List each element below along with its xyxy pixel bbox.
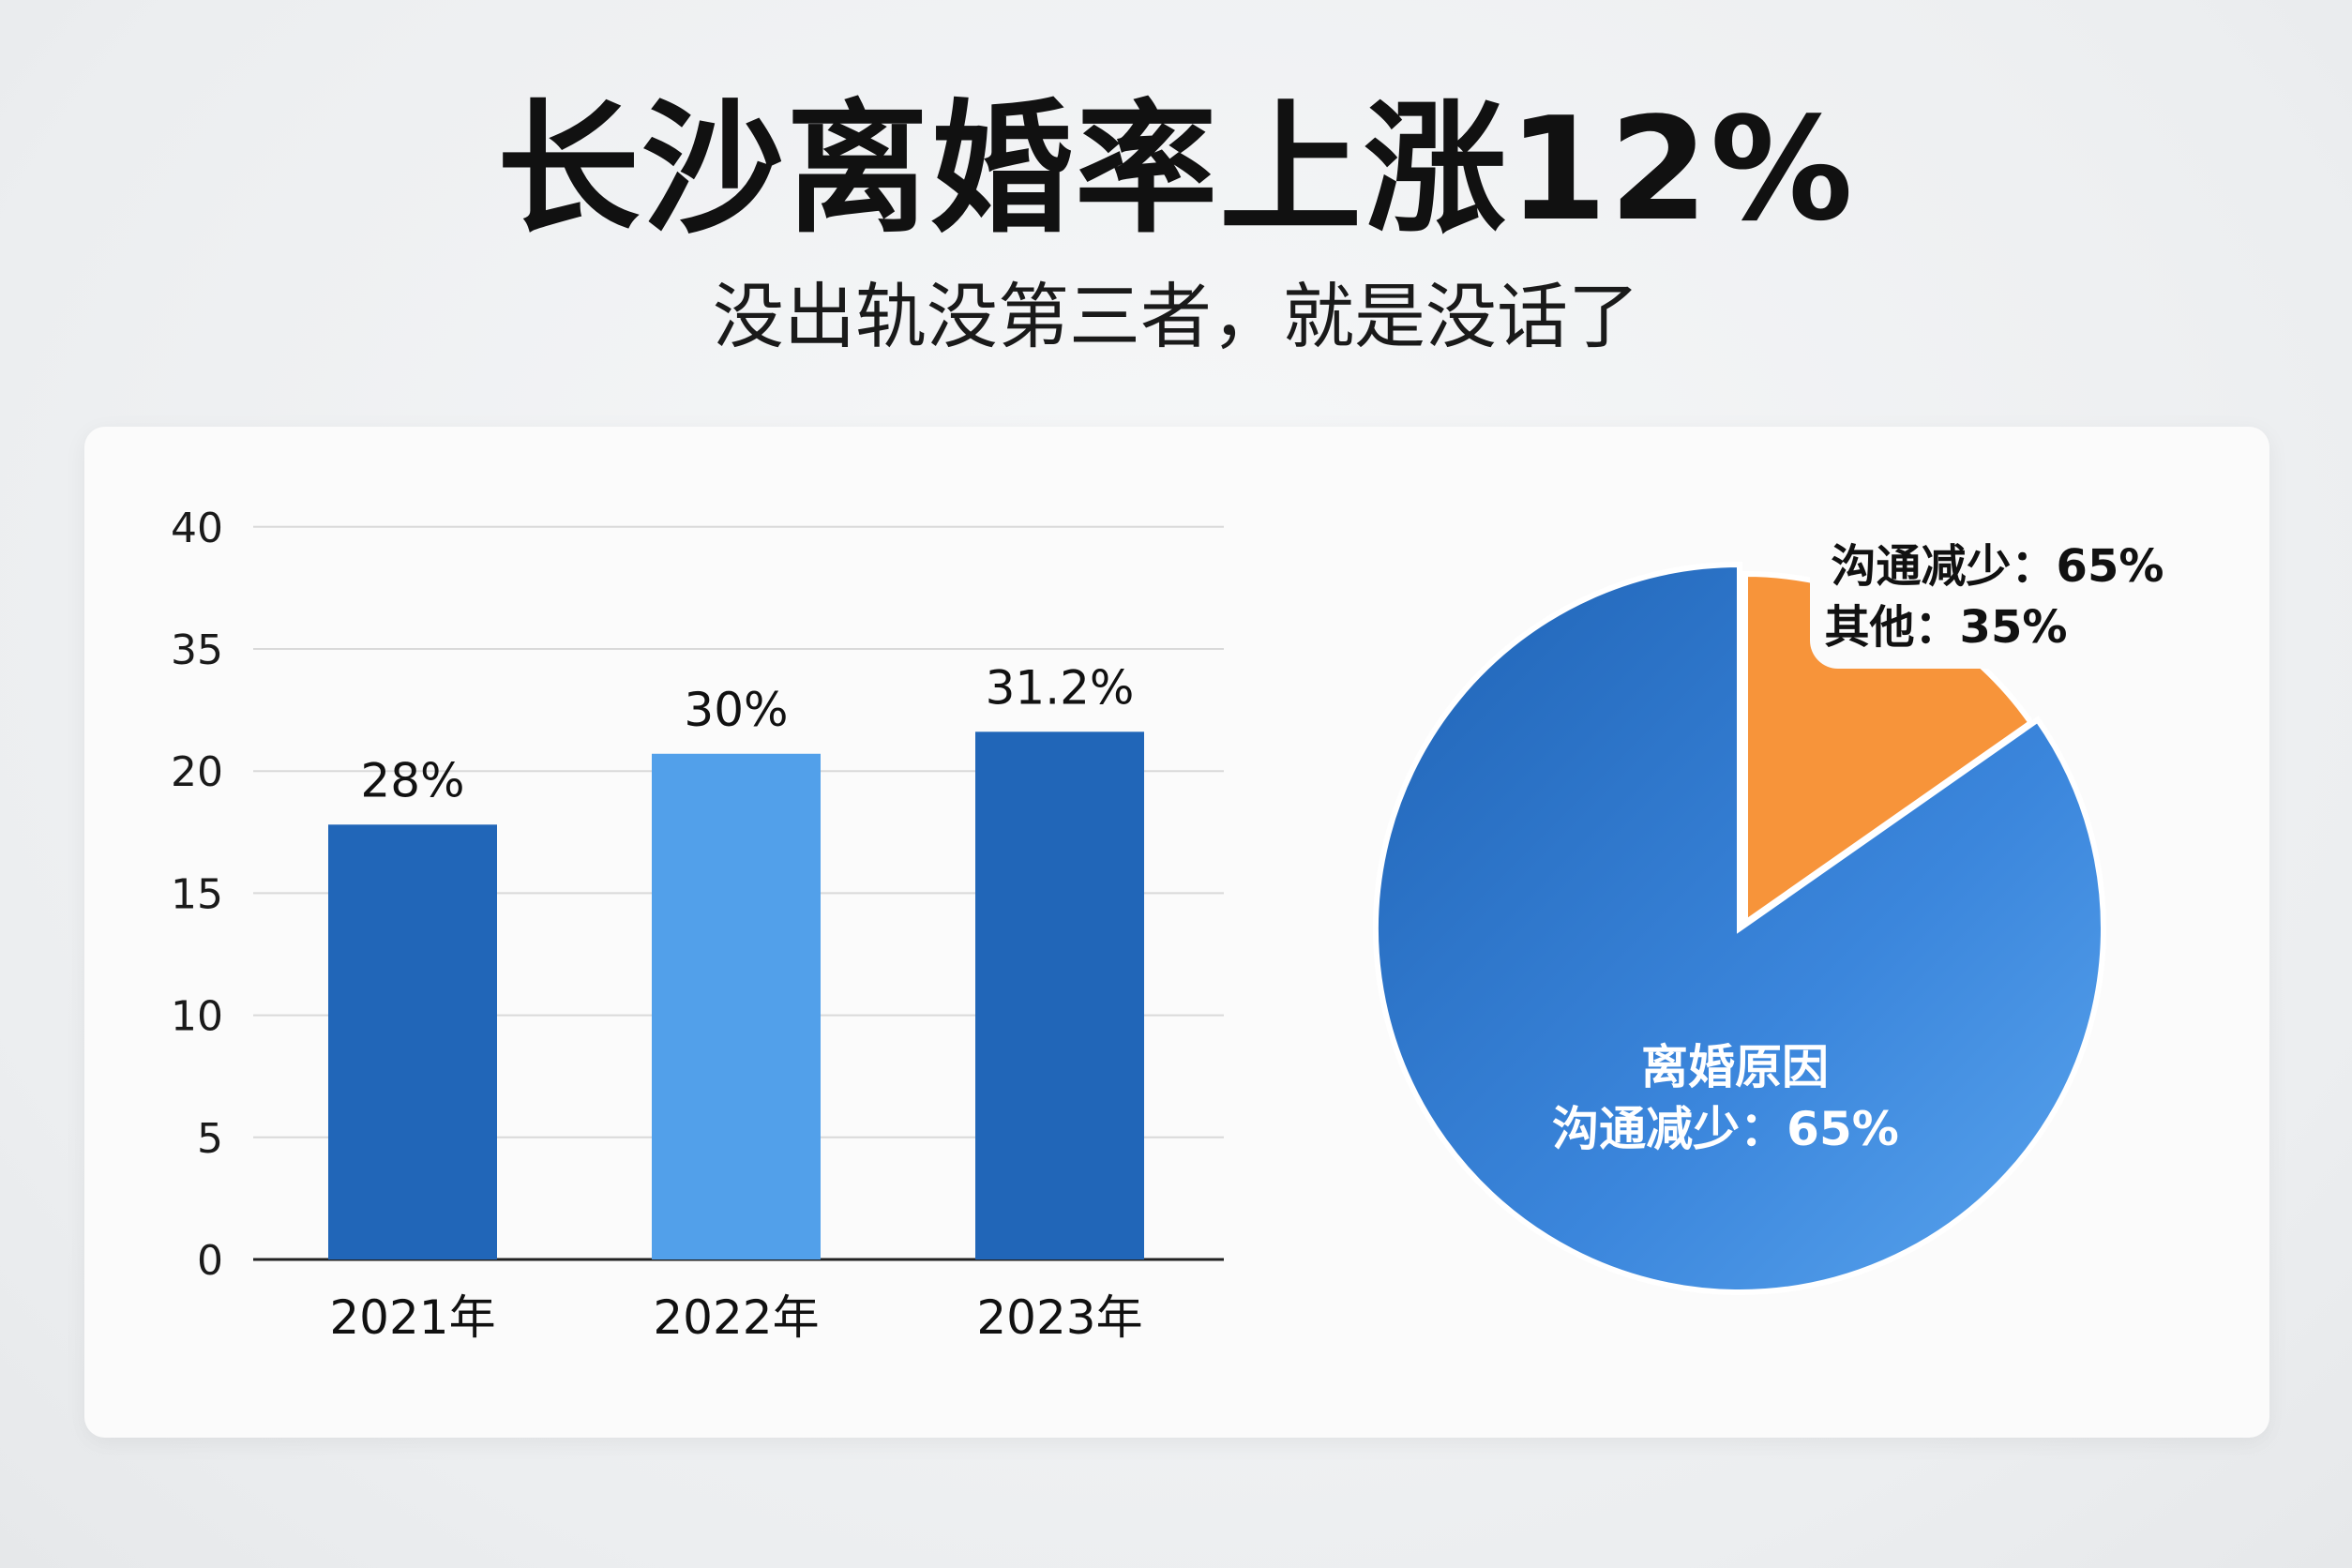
y-tick-label: 5: [197, 1115, 223, 1163]
y-tick-label: 40: [171, 505, 223, 552]
bar-value-label: 30%: [684, 683, 788, 737]
x-category-label: 2022年: [653, 1290, 819, 1345]
y-tick-label: 20: [171, 748, 223, 796]
x-category-label: 2023年: [976, 1290, 1142, 1345]
x-category-label: 2021年: [329, 1290, 495, 1345]
bar-2: [652, 753, 821, 1259]
y-tick-label: 15: [171, 870, 223, 918]
pie-legend-line: 其他：35%: [1825, 601, 2068, 654]
y-tick-label: 10: [171, 993, 223, 1041]
bar-3: [975, 731, 1144, 1259]
pie-legend-box: [1810, 528, 2204, 669]
bar-value-label: 28%: [360, 753, 464, 807]
bar-chart: 0 5 10 15 20 35 40 28% 2021年 30% 2022年 31.2% 2023年: [171, 505, 1224, 1345]
y-tick-label: 0: [197, 1237, 223, 1285]
page-title: 长沙离婚率上涨12%: [497, 86, 1855, 252]
bar-value-label: 31.2%: [986, 660, 1135, 715]
pie-inner-label-line: 离婚原因: [1641, 1040, 1829, 1094]
bar-1: [328, 824, 497, 1259]
y-tick-label: 35: [171, 626, 223, 674]
pie-legend-line: 沟通减少：65%: [1832, 540, 2164, 593]
charts-svg: 0 5 10 15 20 35 40 28% 2021年 30% 2022年 31.2% 2023年 沟…: [171, 505, 2204, 1345]
chart-card: 0 5 10 15 20 35 40 28% 2021年 30% 2022年 31.2% 2023年 沟…: [84, 427, 2269, 1438]
pie-slice-沟通减少: [1373, 561, 2106, 1295]
page-subtitle: 没出轨没第三者，就是没话了: [713, 275, 1639, 358]
pie-inner-label-line: 沟通减少：65%: [1552, 1102, 1899, 1156]
